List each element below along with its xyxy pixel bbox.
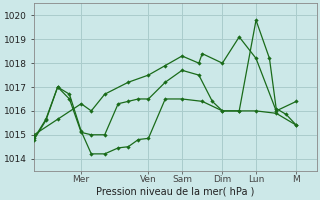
X-axis label: Pression niveau de la mer( hPa ): Pression niveau de la mer( hPa ) xyxy=(96,187,254,197)
